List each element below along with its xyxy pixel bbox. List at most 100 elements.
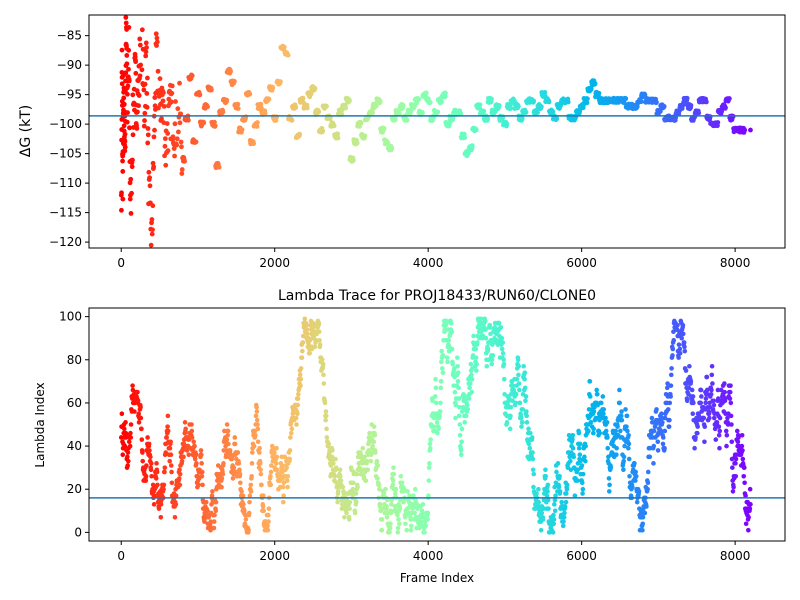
lambda-point bbox=[524, 420, 530, 425]
lambda-point bbox=[626, 456, 632, 462]
lambda-point bbox=[375, 476, 380, 481]
lambda-point bbox=[169, 469, 174, 475]
lambda-point bbox=[221, 461, 226, 466]
lambda-point bbox=[625, 428, 630, 434]
delta-g-point bbox=[143, 49, 149, 55]
lambda-point bbox=[186, 452, 192, 458]
lambda-point bbox=[606, 476, 612, 481]
lambda-point bbox=[698, 387, 704, 393]
lambda-point bbox=[676, 342, 682, 347]
x-tick-label: 4000 bbox=[413, 256, 444, 270]
lambda-point bbox=[575, 467, 580, 473]
delta-g-point bbox=[142, 110, 148, 116]
delta-g-point bbox=[169, 99, 174, 105]
delta-g-point bbox=[136, 93, 142, 98]
y-tick-label: 80 bbox=[67, 353, 82, 367]
lambda-point bbox=[379, 517, 385, 522]
lambda-point bbox=[444, 320, 449, 326]
lambda-point bbox=[350, 480, 356, 486]
lambda-point bbox=[138, 404, 143, 410]
lambda-point bbox=[226, 441, 231, 447]
delta-g-point bbox=[638, 99, 644, 105]
lambda-point bbox=[707, 415, 712, 421]
delta-g-point bbox=[715, 120, 721, 125]
lambda-point bbox=[526, 426, 531, 432]
lambda-point bbox=[748, 502, 753, 507]
lambda-point bbox=[703, 400, 708, 406]
delta-g-axes-frame bbox=[88, 14, 786, 249]
delta-g-point bbox=[723, 105, 728, 111]
lambda-point bbox=[478, 316, 484, 322]
lambda-point bbox=[196, 482, 201, 488]
lambda-point bbox=[354, 471, 360, 477]
delta-g-point bbox=[146, 169, 152, 175]
delta-g-point bbox=[126, 25, 132, 30]
lambda-point bbox=[335, 489, 341, 494]
lambda-point bbox=[545, 489, 550, 494]
lambda-point bbox=[311, 325, 316, 330]
lambda-point bbox=[227, 448, 233, 453]
lambda-point bbox=[500, 351, 506, 356]
lambda-point bbox=[375, 463, 381, 468]
delta-g-point bbox=[707, 114, 713, 120]
delta-g-point bbox=[148, 242, 154, 248]
lambda-point bbox=[168, 452, 174, 458]
delta-g-point bbox=[347, 98, 352, 104]
lambda-point bbox=[235, 450, 241, 455]
lambda-point bbox=[144, 463, 149, 468]
lambda-point bbox=[353, 491, 359, 496]
lambda-point bbox=[422, 530, 427, 535]
lambda-point bbox=[337, 467, 343, 473]
lambda-point bbox=[466, 396, 472, 401]
lambda-point bbox=[645, 486, 650, 492]
lambda-point bbox=[438, 385, 444, 391]
lambda-point bbox=[182, 420, 188, 425]
lambda-point bbox=[478, 329, 484, 335]
lambda-point bbox=[418, 519, 424, 524]
lambda-point bbox=[236, 461, 242, 466]
lambda-point bbox=[717, 445, 722, 451]
lambda-point bbox=[561, 514, 567, 520]
lambda-point bbox=[655, 448, 661, 453]
lambda-point bbox=[617, 400, 623, 406]
lambda-point bbox=[703, 396, 709, 401]
delta-g-point bbox=[239, 127, 245, 133]
lambda-point bbox=[316, 320, 322, 326]
lambda-point bbox=[257, 461, 263, 466]
lambda-point bbox=[554, 469, 559, 475]
lambda-point bbox=[552, 508, 558, 514]
lambda-point bbox=[522, 376, 527, 382]
lambda-point bbox=[320, 361, 326, 367]
delta-g-point bbox=[243, 114, 249, 120]
lambda-point bbox=[177, 467, 182, 473]
lambda-point bbox=[564, 482, 570, 488]
lambda-chart-title: Lambda Trace for PROJ18433/RUN60/CLONE0 bbox=[278, 288, 596, 304]
lambda-point bbox=[143, 478, 149, 483]
lambda-point bbox=[285, 484, 290, 490]
lambda-point bbox=[350, 486, 356, 492]
lambda-point bbox=[684, 398, 690, 404]
lambda-point bbox=[591, 426, 596, 432]
lambda-point bbox=[455, 363, 460, 369]
lambda-point bbox=[362, 454, 367, 460]
lambda-point bbox=[288, 435, 293, 440]
lambda-point bbox=[232, 435, 238, 440]
lambda-point bbox=[191, 439, 196, 445]
lambda-point bbox=[682, 348, 688, 354]
lambda-point bbox=[517, 400, 523, 406]
lambda-point bbox=[446, 338, 452, 343]
lambda-point bbox=[138, 415, 144, 421]
lambda-point bbox=[432, 394, 438, 399]
lambda-point bbox=[388, 510, 394, 516]
delta-g-point bbox=[748, 0, 753, 2]
delta-g-point bbox=[178, 111, 184, 117]
delta-g-point bbox=[144, 91, 150, 96]
lambda-point bbox=[312, 344, 318, 350]
lambda-point bbox=[746, 527, 751, 533]
lambda-point bbox=[501, 357, 506, 363]
lambda-point bbox=[577, 452, 583, 458]
delta-g-point bbox=[133, 59, 139, 65]
lambda-point bbox=[274, 454, 280, 460]
lambda-point bbox=[539, 510, 545, 516]
delta-g-point bbox=[128, 176, 134, 182]
